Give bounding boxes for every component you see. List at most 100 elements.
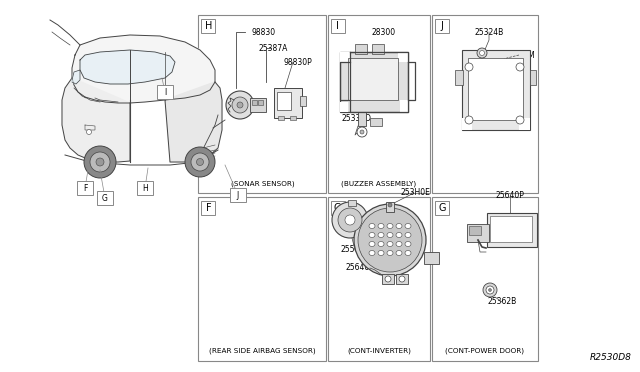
Ellipse shape <box>378 250 384 256</box>
Bar <box>157 85 173 99</box>
Ellipse shape <box>396 232 402 237</box>
Bar <box>396 274 408 284</box>
Bar <box>97 191 113 205</box>
Bar <box>455 70 463 85</box>
Circle shape <box>226 91 254 119</box>
Circle shape <box>358 208 422 272</box>
Polygon shape <box>165 82 222 162</box>
Text: 25640C: 25640C <box>345 263 375 273</box>
Bar <box>277 92 291 110</box>
Text: 25640P: 25640P <box>495 190 524 199</box>
Bar <box>77 181 93 195</box>
Polygon shape <box>62 78 130 162</box>
Text: (REAR SIDE AIRBAG SENSOR): (REAR SIDE AIRBAG SENSOR) <box>209 347 316 354</box>
Bar <box>331 19 345 33</box>
Bar <box>467 224 489 242</box>
Bar <box>300 96 306 106</box>
Circle shape <box>488 289 492 292</box>
Text: 98830: 98830 <box>252 28 276 36</box>
Text: 25505P: 25505P <box>340 246 369 254</box>
Text: J: J <box>237 190 239 199</box>
Bar <box>432 197 538 361</box>
Text: (CONT-POWER DOOR): (CONT-POWER DOOR) <box>445 347 524 354</box>
Bar <box>432 15 538 193</box>
Circle shape <box>465 63 473 71</box>
Text: H: H <box>205 21 212 31</box>
Ellipse shape <box>369 241 375 247</box>
Text: I: I <box>336 21 339 31</box>
Bar <box>382 274 394 284</box>
Bar <box>370 118 382 126</box>
Text: 25362B: 25362B <box>488 298 516 307</box>
Ellipse shape <box>405 232 411 237</box>
Text: 253H0E: 253H0E <box>400 187 430 196</box>
Ellipse shape <box>387 250 393 256</box>
Circle shape <box>477 48 487 58</box>
Circle shape <box>96 158 104 166</box>
Bar <box>258 100 263 105</box>
Bar <box>468 58 523 120</box>
Bar <box>250 98 266 112</box>
Bar <box>230 188 246 202</box>
Polygon shape <box>72 35 215 103</box>
Bar <box>386 202 394 212</box>
Text: G: G <box>438 203 445 213</box>
Bar <box>398 52 408 62</box>
Text: 25338D: 25338D <box>341 113 371 122</box>
Text: 25324B: 25324B <box>474 28 504 36</box>
Ellipse shape <box>396 241 402 247</box>
Text: R2530D8: R2530D8 <box>590 353 632 362</box>
Circle shape <box>385 276 391 282</box>
Bar <box>278 116 284 120</box>
Ellipse shape <box>378 224 384 228</box>
Bar <box>348 200 356 206</box>
Circle shape <box>196 158 204 166</box>
Text: (CONT-INVERTER): (CONT-INVERTER) <box>347 347 411 354</box>
Bar <box>340 52 408 112</box>
Bar <box>290 116 296 120</box>
Bar <box>530 70 536 85</box>
Bar <box>435 19 449 33</box>
Bar <box>519 118 530 130</box>
Text: (SONAR SENSOR): (SONAR SENSOR) <box>230 180 294 187</box>
Ellipse shape <box>396 224 402 228</box>
Bar <box>328 197 430 361</box>
Circle shape <box>516 116 524 124</box>
Bar <box>355 44 367 54</box>
Bar <box>368 216 376 222</box>
Circle shape <box>360 130 364 134</box>
Ellipse shape <box>405 224 411 228</box>
Text: I: I <box>164 87 166 96</box>
Bar <box>198 15 326 193</box>
Bar <box>202 201 216 215</box>
Circle shape <box>399 276 405 282</box>
Bar <box>328 15 430 193</box>
Text: F: F <box>205 203 211 213</box>
Bar <box>137 181 153 195</box>
Bar <box>202 19 216 33</box>
Circle shape <box>237 102 243 108</box>
Bar <box>487 213 537 247</box>
Circle shape <box>479 51 484 55</box>
Ellipse shape <box>387 224 393 228</box>
Bar <box>366 214 386 228</box>
Bar <box>462 50 530 130</box>
Circle shape <box>388 203 392 207</box>
Ellipse shape <box>378 232 384 237</box>
Circle shape <box>191 153 209 171</box>
Bar <box>252 100 257 105</box>
Text: 28300: 28300 <box>372 28 396 36</box>
Text: F: F <box>83 183 87 192</box>
Circle shape <box>516 63 524 71</box>
Circle shape <box>345 215 355 225</box>
Text: G: G <box>334 203 341 213</box>
Circle shape <box>357 127 367 137</box>
Bar <box>462 118 472 130</box>
Text: H: H <box>142 183 148 192</box>
Ellipse shape <box>387 232 393 237</box>
Text: 284G4M: 284G4M <box>503 51 535 60</box>
Ellipse shape <box>405 241 411 247</box>
Circle shape <box>84 146 116 178</box>
Bar <box>358 112 366 126</box>
Circle shape <box>338 208 362 232</box>
